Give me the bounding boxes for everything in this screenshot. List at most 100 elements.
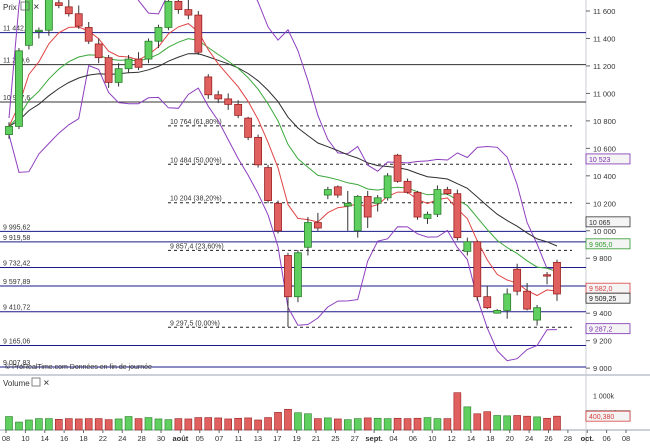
panel-zoom-icon[interactable] <box>20 1 30 11</box>
x-tick-label: 25 <box>331 434 339 443</box>
price-badge <box>585 238 631 250</box>
candle-body <box>114 68 123 83</box>
volume-bar <box>304 413 312 431</box>
volume-bar <box>383 418 392 431</box>
candle-body <box>493 310 502 314</box>
price-badge <box>585 292 631 304</box>
y-tick-label: 9 000 <box>593 364 612 373</box>
price-badge-label: 9 509,25 <box>589 296 616 303</box>
volume-bar <box>224 418 232 431</box>
volume-bar <box>15 421 23 431</box>
volume-bars <box>5 392 561 431</box>
volume-bar <box>174 418 183 431</box>
candle-body <box>34 29 43 32</box>
price-candles <box>5 0 561 327</box>
volume-bar <box>403 418 412 431</box>
x-tick-label: 11 <box>235 434 243 443</box>
y-tick-label: 10 600 <box>593 144 616 153</box>
volume-bar <box>543 417 551 431</box>
candle-body <box>234 103 243 116</box>
fibonacci-levels: 10 764 (61,80%) 10 484 (50,00%) 10 204 (38… <box>168 119 572 328</box>
volume-bar <box>393 417 402 431</box>
candle-body <box>333 186 342 196</box>
volume-bar <box>184 418 193 431</box>
volume-bar <box>25 419 33 431</box>
candle-body <box>473 241 482 298</box>
volume-bar <box>35 418 43 431</box>
x-tick-label: 05 <box>196 434 204 443</box>
candle-body <box>533 307 541 321</box>
volume-bar <box>204 417 213 431</box>
candle-body <box>54 2 63 6</box>
ma-long-line <box>8 53 558 247</box>
y-tick-label: 10 200 <box>593 199 616 208</box>
level-label: 9 007,83 <box>3 360 30 367</box>
volume-bar <box>413 417 422 431</box>
candle-body <box>264 167 272 201</box>
x-tick-label: 22 <box>99 434 107 443</box>
candle-body <box>15 50 23 127</box>
price-badge-label: 10 523 <box>589 157 611 164</box>
x-tick-label: oct. <box>581 434 594 443</box>
volume-bar <box>363 417 372 431</box>
bollinger-upper-line <box>8 0 558 270</box>
candle-body <box>184 9 193 16</box>
volume-bar <box>463 406 472 431</box>
fib-label: 10 204 (38,20%) <box>170 196 222 203</box>
candle-body <box>104 57 113 83</box>
volume-bar <box>5 416 13 431</box>
volume-bar <box>473 413 482 431</box>
x-tick-label: 04 <box>389 434 397 443</box>
level-label: 9 919,58 <box>3 235 30 242</box>
volume-bar <box>343 419 352 431</box>
candle-body <box>134 58 143 68</box>
volume-bar <box>45 418 53 431</box>
candle-body <box>124 58 133 70</box>
x-tick-label: 28 <box>137 434 145 443</box>
price-badges: 10 523 10 065 9 905,0 9 582,0 9 509,25 9 287,… <box>585 153 631 422</box>
volume-close-icon[interactable]: ✕ <box>43 379 50 388</box>
candle-body <box>443 189 452 195</box>
candle-body <box>503 293 512 311</box>
volume-bar <box>64 418 73 431</box>
candle-body <box>204 76 213 96</box>
candle-body <box>543 274 551 277</box>
volume-bar <box>503 415 511 431</box>
volume-zoom-icon[interactable] <box>31 377 41 387</box>
volume-bar <box>284 408 292 431</box>
candle-body <box>403 180 412 193</box>
x-tick-label: 24 <box>118 434 126 443</box>
x-tick-label: 06 <box>409 434 417 443</box>
volume-bar <box>94 418 103 431</box>
volume-bar <box>84 418 93 431</box>
candle-body <box>523 290 532 310</box>
x-tick-label: 17 <box>273 434 281 443</box>
panel-close-icon[interactable]: ✕ <box>33 3 40 12</box>
price-badge <box>585 323 631 335</box>
x-tick-label: 24 <box>525 434 533 443</box>
y-tick-label: 9 400 <box>593 309 612 318</box>
y-tick-label: 10 000 <box>593 227 616 236</box>
volume-bar <box>433 418 442 431</box>
price-panel-label: Prix <box>3 3 17 12</box>
x-tick-label: 26 <box>544 434 552 443</box>
candle-body <box>433 189 442 215</box>
x-tick-label: sept. <box>365 434 383 443</box>
x-tick-label: 14 <box>467 434 475 443</box>
candle-body <box>553 261 561 295</box>
price-badge-label: 9 287,2 <box>589 327 612 334</box>
y-tick-label: 9 200 <box>593 337 612 346</box>
candle-body <box>353 196 362 232</box>
x-tick-label: août <box>172 434 188 443</box>
x-tick-label: 10 <box>21 434 29 443</box>
candle-body <box>154 27 163 42</box>
x-tick-label: 13 <box>254 434 262 443</box>
x-tick-label: 10 <box>428 434 436 443</box>
level-label: 9 995,62 <box>3 224 30 231</box>
level-label: 9 165,06 <box>3 338 30 345</box>
volume-bar <box>214 417 223 431</box>
x-tick-label: 06 <box>602 434 610 443</box>
volume-bar <box>294 412 302 431</box>
